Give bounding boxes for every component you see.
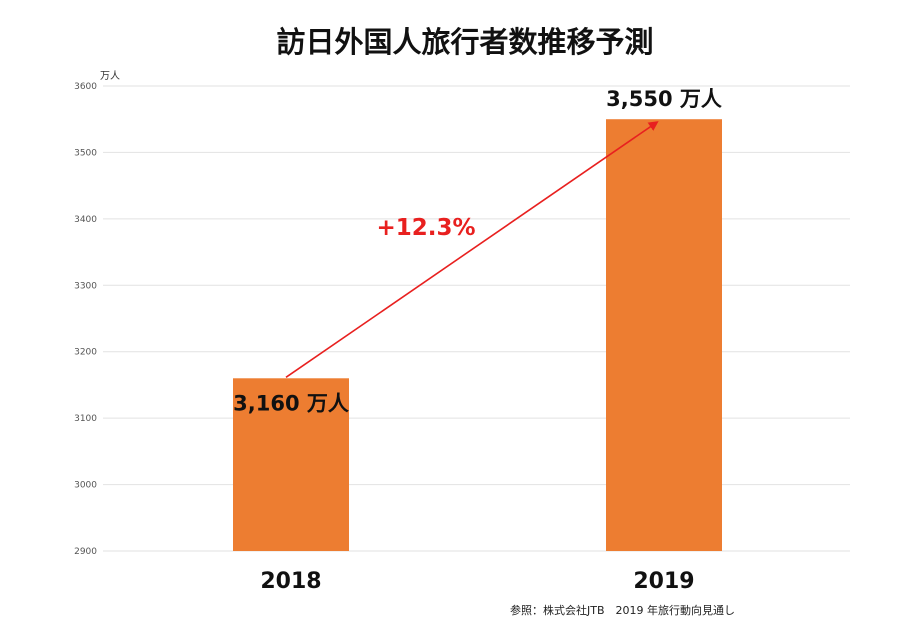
bar-2018 — [233, 378, 349, 551]
y-tick-label-3300: 3300 — [74, 281, 97, 291]
bars — [233, 119, 722, 551]
growth-annotation: +12.3% — [285, 121, 659, 378]
data-label-2019: 3,550 万人 — [606, 87, 722, 111]
grid — [103, 85, 850, 552]
growth-label: +12.3% — [376, 215, 475, 241]
source-note: 参照：株式会社JTB 2019 年旅行動向見通し — [510, 603, 735, 617]
x-axis: 2018 2019 — [260, 569, 694, 594]
y-tick-label-3400: 3400 — [74, 215, 97, 225]
x-tick-label-2019: 2019 — [633, 569, 694, 594]
y-tick-label-3100: 3100 — [74, 414, 97, 424]
data-label-2018: 3,160 万人 — [233, 391, 349, 415]
data-labels: 3,160 万人 3,550 万人 — [233, 87, 722, 415]
y-tick-label-2900: 2900 — [74, 547, 97, 557]
y-axis-unit-label: 万人 — [100, 70, 120, 82]
chart-title: 訪日外国人旅行者数推移予測 — [276, 25, 653, 59]
y-tick-label-3000: 3000 — [74, 481, 97, 491]
y-axis: 2900 3000 3100 3200 3300 3400 3500 3600 — [74, 82, 97, 557]
y-tick-label-3600: 3600 — [74, 82, 97, 92]
bar-2019 — [606, 119, 722, 551]
growth-arrow — [285, 121, 659, 378]
y-tick-label-3200: 3200 — [74, 348, 97, 358]
x-tick-label-2018: 2018 — [260, 569, 321, 594]
y-tick-label-3500: 3500 — [74, 148, 97, 158]
